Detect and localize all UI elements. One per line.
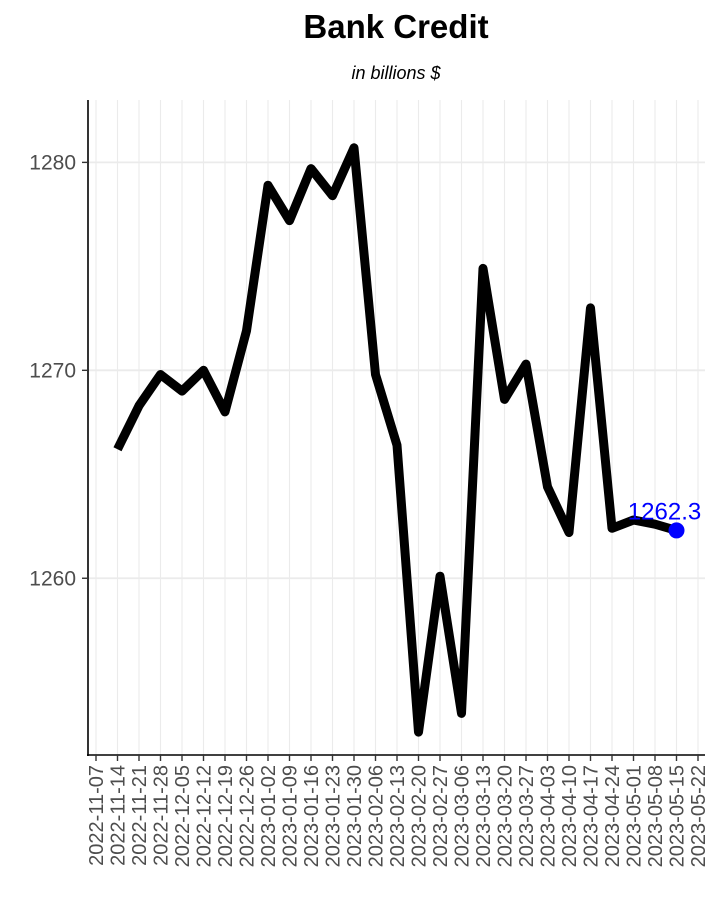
x-tick-label: 2023-05-08 xyxy=(645,765,667,867)
x-tick-label: 2023-02-06 xyxy=(366,765,388,867)
x-tick-label: 2023-04-24 xyxy=(602,765,624,867)
y-tick-label: 1280 xyxy=(29,151,76,174)
x-tick-label: 2022-12-26 xyxy=(237,765,259,867)
x-tick-label: 2023-04-03 xyxy=(538,765,560,867)
axes xyxy=(82,100,705,761)
x-tick-label: 2023-01-30 xyxy=(344,765,366,867)
y-tick-label: 1270 xyxy=(29,359,76,382)
x-tick-label: 2023-03-06 xyxy=(452,765,474,867)
x-tick-label: 2022-11-21 xyxy=(129,765,151,866)
x-tick-label: 2023-03-20 xyxy=(495,765,517,867)
x-tick-label: 2022-12-12 xyxy=(194,765,216,867)
series-layer: 1262.3 xyxy=(113,143,701,737)
x-tick-label: 2023-04-17 xyxy=(581,765,603,867)
x-tick-label: 2023-03-27 xyxy=(516,765,538,867)
grid-lines xyxy=(88,100,705,755)
last-point-label: 1262.3 xyxy=(628,498,701,525)
x-tick-label: 2023-05-01 xyxy=(624,765,646,867)
x-tick-label: 2023-01-16 xyxy=(301,765,323,867)
x-tick-label: 2023-03-13 xyxy=(473,765,495,867)
x-tick-label: 2023-01-23 xyxy=(323,765,345,867)
x-tick-label: 2023-02-13 xyxy=(387,765,409,867)
x-tick-label: 2022-12-19 xyxy=(215,765,237,867)
x-tick-label: 2022-11-28 xyxy=(151,765,173,866)
series-line xyxy=(113,143,678,737)
x-tick-label: 2023-01-09 xyxy=(280,765,302,867)
x-tick-label: 2023-02-27 xyxy=(430,765,452,867)
x-tick-label: 2023-01-02 xyxy=(258,765,280,867)
x-tick-label: 2023-05-15 xyxy=(667,765,689,867)
x-tick-label: 2023-05-22 xyxy=(688,765,710,867)
x-tick-label: 2023-02-20 xyxy=(409,765,431,867)
x-tick-label: 2022-11-14 xyxy=(108,765,130,866)
y-tick-label: 1260 xyxy=(29,567,76,590)
chart-title: Bank Credit xyxy=(303,8,489,45)
x-tick-label: 2023-04-10 xyxy=(559,765,581,867)
x-tick-label: 2022-12-05 xyxy=(172,765,194,867)
chart-subtitle: in billions $ xyxy=(351,63,441,83)
last-point-marker xyxy=(668,522,685,539)
x-tick-label: 2022-11-07 xyxy=(86,765,108,866)
